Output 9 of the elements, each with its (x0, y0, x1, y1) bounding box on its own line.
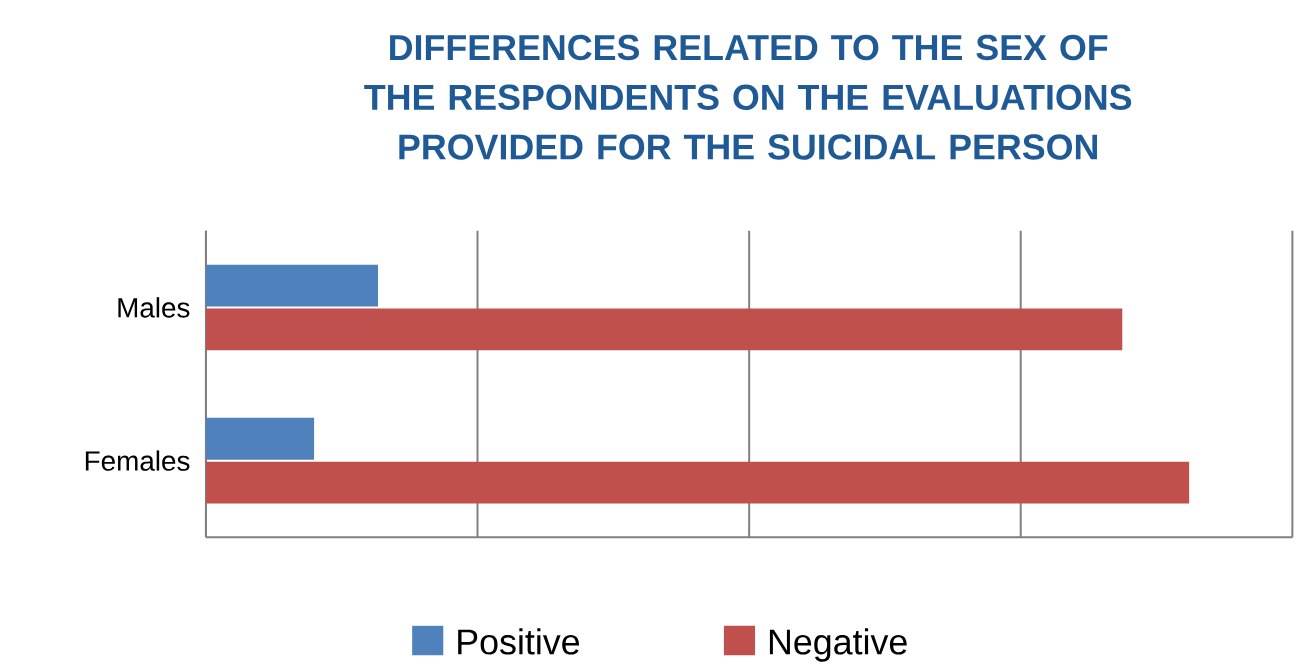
y-tick-label: Males (118, 297, 190, 318)
legend-label: Negative (769, 628, 907, 662)
bar (205, 308, 1123, 351)
y-tick-label: Females (85, 450, 190, 471)
bar (205, 264, 379, 307)
legend-label: Positive (458, 628, 580, 655)
chart-title: DIFFERENCES RELATED TO THE SEX OF THE RESPONDENTS ON THE EVALUATIONS PROVIDED FOR THE SUICIDAL PERSON (364, 34, 1132, 160)
bar (205, 417, 315, 460)
bar (205, 461, 1190, 504)
